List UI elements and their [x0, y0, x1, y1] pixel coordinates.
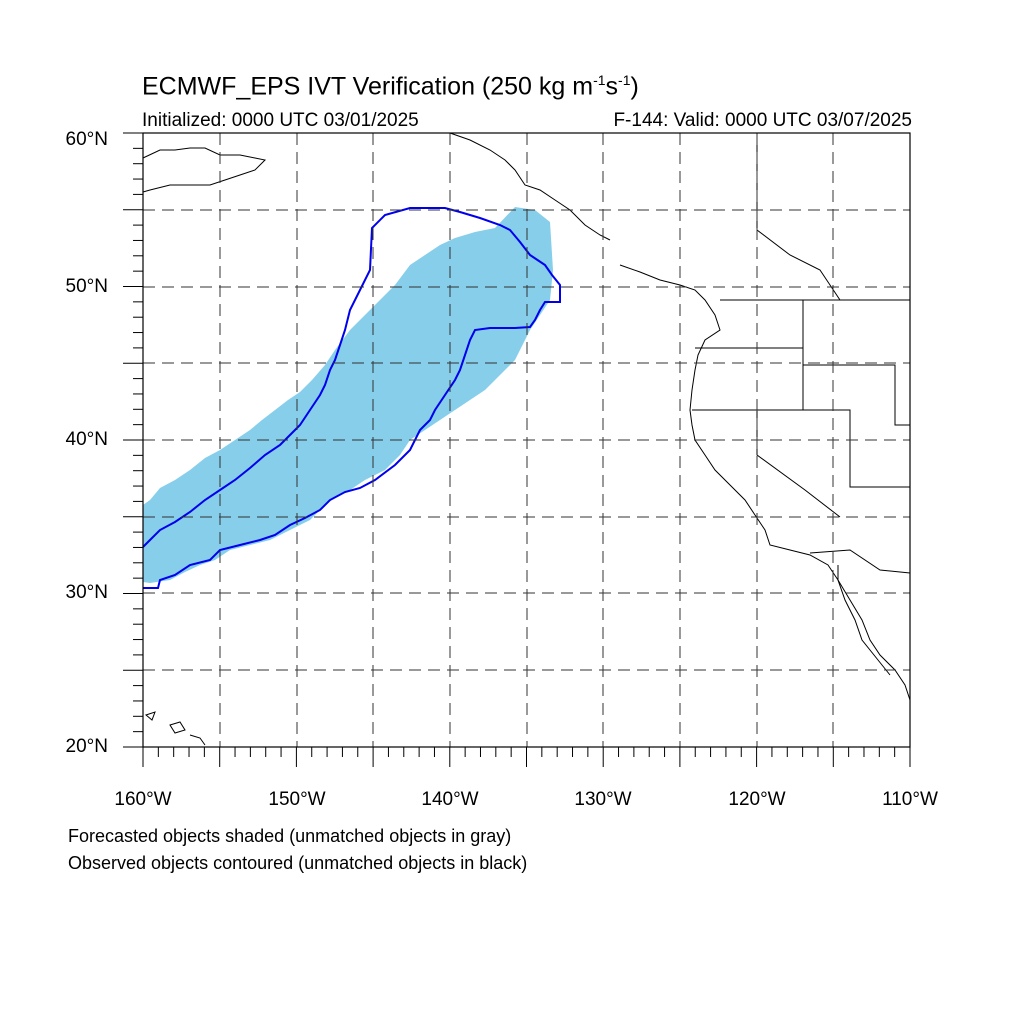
lat-label-50: 50°N	[66, 276, 108, 297]
coastlines	[142, 132, 911, 746]
axis-ticks	[123, 132, 911, 767]
y-axis-labels: 60°N 50°N 40°N 30°N 20°N	[66, 129, 108, 757]
observed-contour	[142, 207, 561, 589]
lon-label-120w: 120°W	[728, 789, 785, 810]
x-axis-labels: 160°W 150°W 140°W 130°W 120°W 110°W	[114, 789, 938, 810]
gridlines	[143, 133, 910, 747]
valid-time-label: F-144: Valid: 0000 UTC 03/07/2025	[613, 110, 912, 131]
lon-label-140w: 140°W	[421, 789, 478, 810]
lat-label-30: 30°N	[66, 582, 108, 603]
lat-label-60: 60°N	[66, 129, 108, 150]
lon-label-160w: 160°W	[114, 789, 171, 810]
initialized-label: Initialized: 0000 UTC 03/01/2025	[142, 110, 419, 131]
lat-label-20: 20°N	[66, 736, 108, 757]
lon-label-150w: 150°W	[268, 789, 325, 810]
political-borders	[692, 133, 911, 574]
lat-label-40: 40°N	[66, 429, 108, 450]
forecast-caption: Forecasted objects shaded (unmatched obj…	[68, 826, 512, 846]
map-title: ECMWF_EPS IVT Verification (250 kg m-1s-…	[142, 72, 639, 101]
lon-label-110w: 110°W	[882, 789, 938, 810]
observed-caption: Observed objects contoured (unmatched ob…	[68, 853, 528, 873]
forecast-object	[143, 207, 553, 583]
lon-label-130w: 130°W	[574, 789, 631, 810]
